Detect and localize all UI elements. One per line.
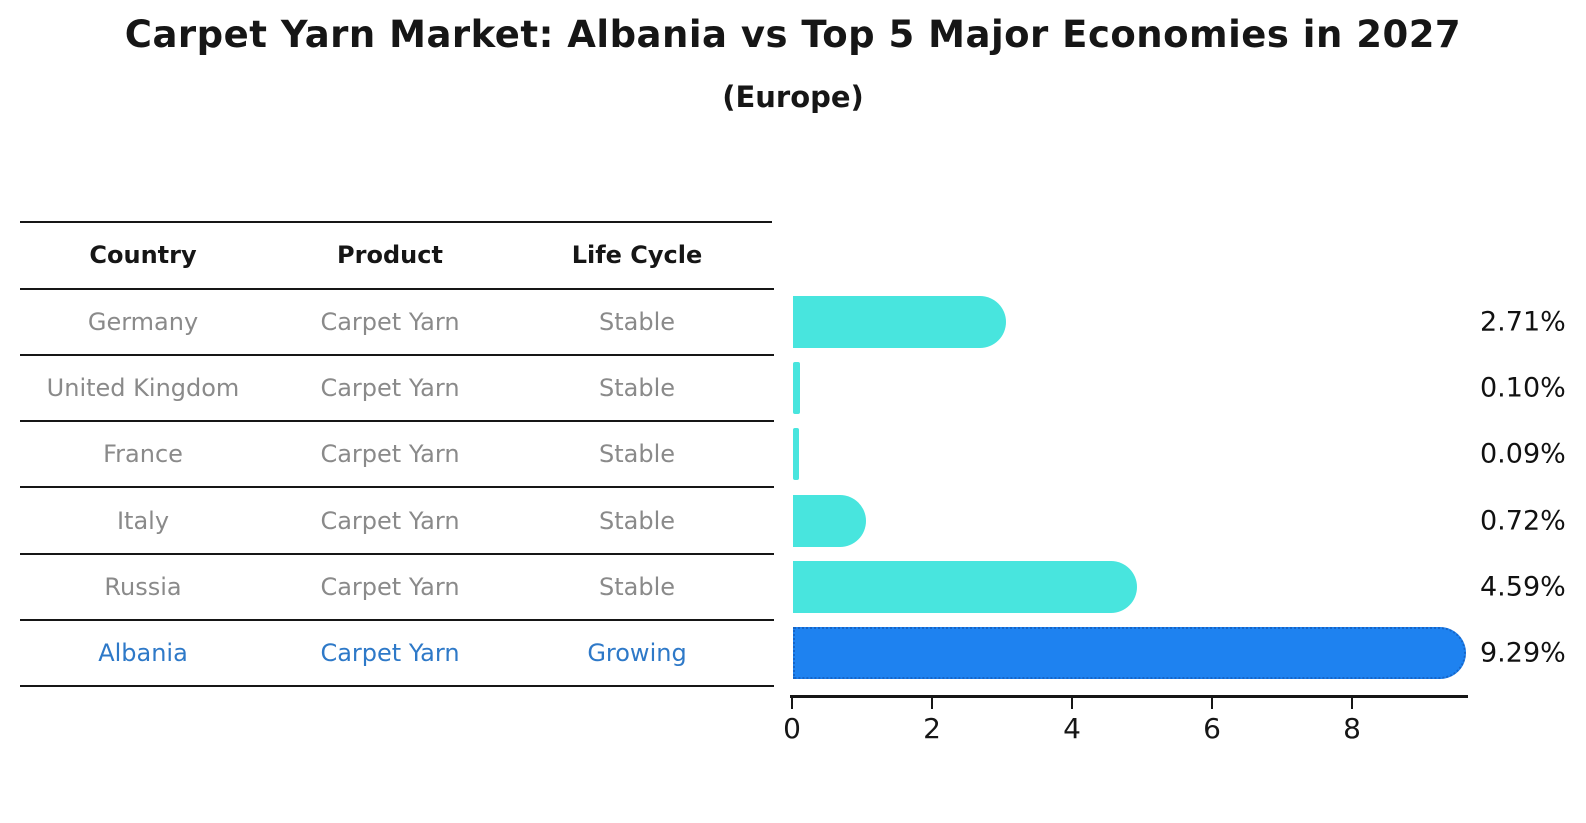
value-label-germany: 2.71% bbox=[1480, 306, 1566, 338]
life-cycle-cell: Stable bbox=[598, 572, 676, 601]
chart-subtitle: (Europe) bbox=[722, 80, 864, 114]
product-cell: Carpet Yarn bbox=[320, 307, 460, 336]
product-cell: Carpet Yarn bbox=[320, 373, 460, 402]
life-cycle-cell: Growing bbox=[587, 639, 687, 668]
life-cycle-cell: Stable bbox=[598, 506, 676, 535]
country-cell: France bbox=[103, 440, 183, 469]
x-axis-tick-label: 2 bbox=[923, 712, 941, 745]
life-cycle-cell: Stable bbox=[598, 440, 676, 469]
table-rule bbox=[20, 486, 772, 489]
y-axis-tick bbox=[757, 552, 774, 555]
y-axis-tick bbox=[757, 420, 774, 423]
bar-russia bbox=[793, 560, 1138, 613]
value-label-france: 0.09% bbox=[1480, 438, 1566, 470]
x-axis-tick bbox=[791, 698, 793, 709]
x-axis-tick bbox=[931, 698, 933, 709]
x-axis-tick-label: 6 bbox=[1203, 712, 1221, 745]
chart-title: Carpet Yarn Market: Albania vs Top 5 Maj… bbox=[124, 13, 1462, 56]
y-axis-tick bbox=[757, 353, 774, 356]
x-axis-tick-label: 4 bbox=[1063, 712, 1081, 745]
x-axis-tick-label: 8 bbox=[1343, 712, 1361, 745]
table-rule bbox=[20, 353, 772, 356]
table-rule bbox=[20, 287, 772, 290]
x-axis-tick-label: 0 bbox=[783, 712, 801, 745]
bar-germany bbox=[793, 295, 1006, 348]
product-cell: Carpet Yarn bbox=[320, 572, 460, 601]
y-axis-tick bbox=[757, 619, 774, 621]
bar-italy bbox=[793, 494, 867, 547]
product-cell: Carpet Yarn bbox=[320, 639, 460, 668]
country-cell: Russia bbox=[104, 572, 182, 601]
country-cell: United Kingdom bbox=[46, 373, 240, 402]
y-axis-tick bbox=[757, 486, 774, 489]
column-header-product: Product bbox=[337, 241, 443, 269]
table-rule bbox=[20, 552, 772, 555]
country-cell: Germany bbox=[87, 307, 199, 336]
table-rule bbox=[20, 685, 772, 688]
value-label-russia: 4.59% bbox=[1480, 571, 1566, 603]
bar-albania bbox=[793, 627, 1467, 680]
value-label-italy: 0.72% bbox=[1480, 505, 1566, 537]
product-cell: Carpet Yarn bbox=[320, 440, 460, 469]
x-axis-tick bbox=[1351, 698, 1353, 709]
x-axis-tick bbox=[1071, 698, 1073, 709]
country-cell: Italy bbox=[116, 506, 170, 535]
product-cell: Carpet Yarn bbox=[320, 506, 460, 535]
bar-united-kingdom bbox=[793, 361, 800, 414]
x-axis-line bbox=[790, 695, 1468, 698]
life-cycle-cell: Stable bbox=[598, 307, 676, 336]
x-axis-tick bbox=[1211, 698, 1213, 709]
value-label-albania: 9.29% bbox=[1480, 637, 1566, 669]
column-header-life-cycle: Life Cycle bbox=[571, 241, 703, 269]
bar-france bbox=[793, 428, 800, 481]
table-rule bbox=[20, 619, 772, 621]
life-cycle-cell: Stable bbox=[598, 373, 676, 402]
column-header-country: Country bbox=[89, 241, 197, 269]
table-rule bbox=[20, 420, 772, 423]
country-cell: Albania bbox=[98, 639, 188, 668]
y-axis-tick bbox=[757, 287, 774, 290]
value-label-united-kingdom: 0.10% bbox=[1480, 372, 1566, 404]
y-axis-tick bbox=[757, 685, 774, 688]
table-rule bbox=[20, 221, 772, 223]
